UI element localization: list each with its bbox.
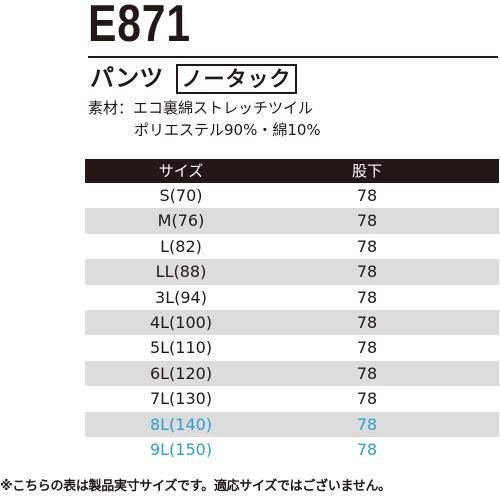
table-row: M(76) 78 — [85, 208, 499, 234]
table-row: LL(88) 78 — [85, 259, 499, 285]
inseam-cell: 78 — [356, 211, 378, 231]
inseam-cell: 78 — [356, 338, 378, 358]
header-inseam: 股下 — [351, 162, 382, 180]
table-row: 3L(94) 78 — [85, 285, 499, 310]
material-line-2: ポリエステル90%・綿10% — [134, 121, 321, 139]
table-row: 5L(110) 78 — [85, 335, 499, 360]
inseam-cell: 78 — [356, 236, 378, 256]
table-row: L(82) 78 — [85, 234, 499, 259]
table-row: 7L(130) 78 — [85, 386, 499, 411]
style-tag: ノータック — [176, 64, 297, 94]
inseam-cell: 78 — [356, 186, 378, 205]
size-cell: L(82) — [160, 236, 202, 256]
size-cell: S(70) — [159, 186, 203, 205]
size-cell: LL(88) — [155, 262, 207, 282]
inseam-cell: 78 — [356, 389, 378, 409]
inseam-cell: 78 — [356, 312, 378, 332]
product-category: パンツ — [90, 64, 164, 92]
inseam-cell: 78 — [356, 414, 378, 434]
inseam-cell: 78 — [356, 363, 378, 383]
size-cell: 4L(100) — [149, 312, 213, 332]
footnote: ※こちらの表は製品実寸サイズです。適応サイズではございません。 — [0, 479, 391, 494]
size-cell: 6L(120) — [149, 363, 213, 383]
size-cell: M(76) — [157, 211, 205, 231]
size-cell: 9L(150) — [149, 439, 213, 459]
size-cell: 8L(140) — [149, 414, 213, 434]
size-table: サイズ 股下 S(70) 78 M(76) 78 L(82) 78 LL(88)… — [85, 159, 499, 462]
header-size: サイズ — [158, 162, 204, 180]
size-cell: 3L(94) — [155, 287, 207, 307]
size-cell: 5L(110) — [149, 338, 213, 358]
material-line-1: 素材：エコ裏綿ストレッチツイル — [88, 99, 314, 117]
title-divider — [88, 56, 498, 58]
table-row-highlight: 8L(140) 78 — [85, 411, 499, 437]
size-cell: 7L(130) — [149, 389, 213, 409]
inseam-cell: 78 — [356, 439, 378, 459]
table-header: サイズ 股下 — [85, 159, 499, 183]
table-row: S(70) 78 — [85, 183, 499, 208]
product-code: E871 — [88, 0, 191, 53]
inseam-cell: 78 — [356, 287, 378, 307]
inseam-cell: 78 — [356, 262, 378, 282]
table-row: 6L(120) 78 — [85, 360, 499, 387]
table-row: 4L(100) 78 — [85, 309, 499, 336]
table-row-highlight: 9L(150) 78 — [85, 437, 499, 462]
